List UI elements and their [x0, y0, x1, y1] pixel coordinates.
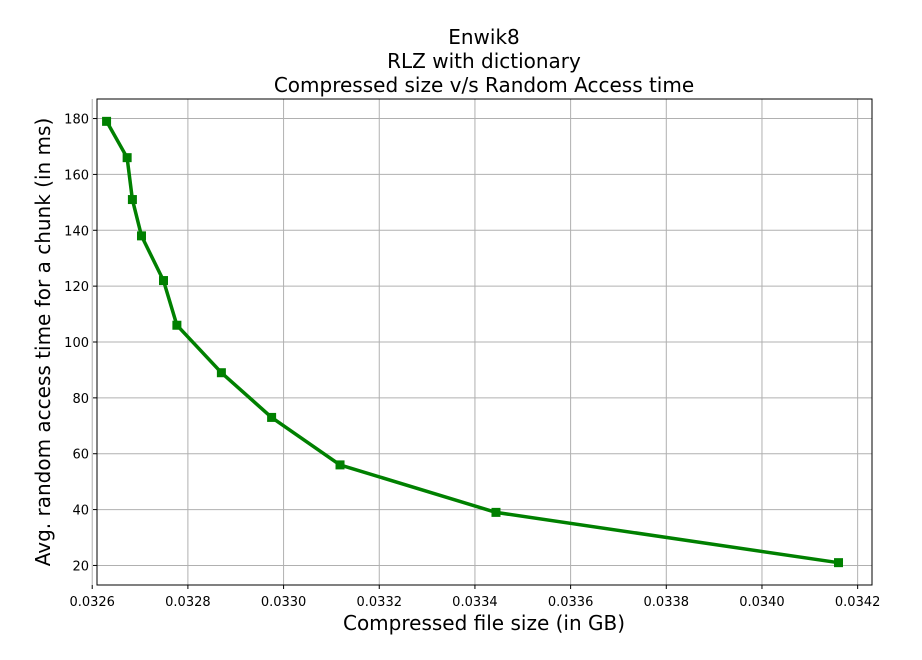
y-tick-label: 160 — [64, 168, 89, 183]
data-point-marker — [491, 507, 501, 517]
x-tick-label: 0.0338 — [644, 595, 690, 610]
data-point-marker — [172, 320, 182, 330]
y-tick-label: 120 — [64, 280, 89, 295]
data-point-marker — [122, 153, 132, 163]
data-point-marker — [158, 276, 168, 286]
data-point-marker — [267, 412, 277, 422]
x-tick-label: 0.0326 — [69, 595, 115, 610]
x-tick-label: 0.0340 — [739, 595, 785, 610]
x-tick-label: 0.0332 — [357, 595, 403, 610]
data-point-marker — [834, 558, 844, 568]
data-point-marker — [136, 231, 146, 241]
series-layer — [102, 116, 844, 568]
chart-title-line: RLZ with dictionary — [387, 49, 581, 73]
x-tick-label: 0.0342 — [835, 595, 881, 610]
x-axis-label: Compressed file size (in GB) — [343, 611, 625, 635]
y-tick-label: 20 — [72, 559, 89, 574]
data-point-marker — [216, 368, 226, 378]
y-tick-label: 80 — [72, 392, 89, 407]
y-tick-label: 40 — [72, 504, 89, 519]
x-tick-label: 0.0336 — [548, 595, 594, 610]
data-point-marker — [335, 460, 345, 470]
data-point-marker — [102, 116, 112, 126]
data-point-marker — [127, 195, 137, 205]
y-tick-label: 100 — [64, 336, 89, 351]
grid — [91, 99, 872, 585]
chart-title-line: Enwik8 — [448, 25, 520, 49]
chart-title-line: Compressed size v/s Random Access time — [274, 73, 694, 97]
y-axis-label: Avg. random access time for a chunk (in … — [31, 118, 55, 567]
x-tick-label: 0.0334 — [452, 595, 498, 610]
x-tick-label: 0.0330 — [261, 595, 307, 610]
y-tick-label: 180 — [64, 113, 89, 128]
y-tick-label: 60 — [72, 448, 89, 463]
x-tick-label: 0.0328 — [165, 595, 211, 610]
y-tick-label: 140 — [64, 224, 89, 239]
axis-ticks: 0.0326 0.0328 0.0330 0.0332 0.0334 0.0336 0.03… — [64, 113, 880, 610]
